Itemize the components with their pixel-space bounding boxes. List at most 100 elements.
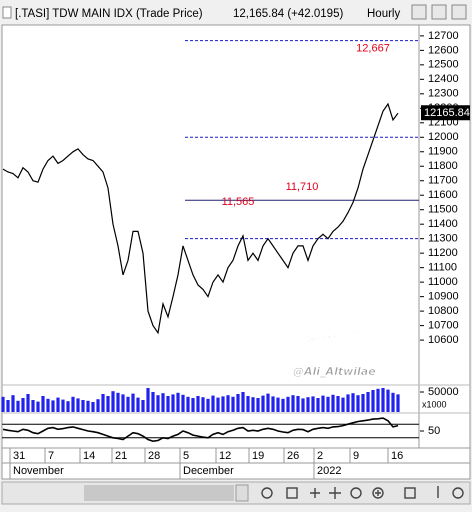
volume-bar bbox=[51, 400, 55, 412]
y-tick-label: 11700 bbox=[428, 175, 458, 187]
volume-bar bbox=[271, 396, 275, 412]
volume-bar bbox=[26, 394, 30, 412]
volume-bar bbox=[221, 396, 225, 412]
y-unit-label: x1000 bbox=[422, 399, 447, 409]
volume-bar bbox=[6, 400, 10, 412]
scroll-right[interactable] bbox=[235, 484, 249, 502]
y-tick-label: 12000 bbox=[428, 131, 459, 143]
y-tick-label: 50 bbox=[428, 425, 440, 437]
volume-bar bbox=[261, 395, 265, 412]
volume-bar bbox=[46, 398, 50, 412]
volume-bar bbox=[11, 395, 15, 412]
x-tick-label: 19 bbox=[252, 450, 264, 462]
restore-button[interactable] bbox=[431, 4, 447, 20]
y-tick-label: 12600 bbox=[428, 44, 459, 56]
volume-bar bbox=[326, 396, 330, 412]
volume-bar bbox=[251, 397, 255, 412]
y-tick-label: 10700 bbox=[428, 320, 459, 332]
y-tick-label: 50000 bbox=[428, 386, 459, 398]
x-tick-label: 28 bbox=[148, 450, 160, 462]
volume-bar bbox=[376, 388, 380, 412]
volume-bar bbox=[266, 393, 270, 412]
volume-bar bbox=[371, 390, 375, 412]
series-line bbox=[2, 102, 399, 335]
volume-bar bbox=[361, 394, 365, 412]
volume-bar bbox=[241, 392, 245, 412]
volume-bar bbox=[136, 397, 140, 412]
volume-bar bbox=[246, 396, 250, 412]
volume-bar bbox=[96, 399, 100, 412]
y-tick-label: 12100 bbox=[428, 117, 459, 129]
scrollbar-thumb[interactable] bbox=[84, 485, 234, 501]
volume-bar bbox=[296, 396, 300, 412]
volume-bar bbox=[381, 388, 385, 412]
volume-bar bbox=[31, 400, 35, 412]
volume-bar bbox=[21, 398, 25, 412]
volume-bar bbox=[366, 392, 370, 412]
volume-bar bbox=[86, 400, 90, 412]
x-tick-label: 12 bbox=[219, 450, 231, 462]
x-tick-label: 26 bbox=[287, 450, 299, 462]
last-price-box bbox=[421, 105, 470, 121]
close-button[interactable] bbox=[451, 4, 467, 20]
y-tick-label: 12500 bbox=[428, 59, 459, 71]
y-tick-label: 10900 bbox=[428, 291, 459, 303]
last-price-label: 12165.84 bbox=[424, 107, 470, 119]
volume-bar bbox=[91, 402, 95, 412]
quote: 12,165.84 (+42.0195) bbox=[233, 8, 343, 20]
volume-bar bbox=[351, 393, 355, 412]
volume-bar bbox=[386, 389, 390, 412]
y-tick-label: 10600 bbox=[428, 334, 459, 346]
volume-bar bbox=[126, 396, 130, 412]
symbol-title: [.TASI] TDW MAIN IDX (Trade Price) bbox=[15, 8, 203, 20]
volume-bar bbox=[286, 396, 290, 412]
volume-bar bbox=[116, 392, 120, 412]
menu-button[interactable] bbox=[411, 4, 427, 20]
toolbar-icons[interactable] bbox=[261, 486, 464, 499]
y-tick-label: 12300 bbox=[428, 88, 459, 100]
x-tick-label: 14 bbox=[83, 450, 95, 462]
month-label: November bbox=[13, 465, 64, 477]
volume-bar bbox=[56, 397, 60, 412]
volume-bar bbox=[81, 400, 85, 412]
volume-bar bbox=[151, 392, 155, 412]
x-tick-label: 31 bbox=[13, 450, 25, 462]
volume-bar bbox=[141, 400, 145, 412]
volume-bar bbox=[196, 396, 200, 412]
volume-bar bbox=[336, 396, 340, 412]
volume-bar bbox=[281, 398, 285, 412]
series-line bbox=[2, 417, 399, 443]
x-tick-label: 16 bbox=[391, 450, 403, 462]
volume-bar bbox=[311, 396, 315, 412]
volume-bar bbox=[41, 396, 45, 412]
y-tick-label: 10800 bbox=[428, 305, 459, 317]
volume-bar bbox=[316, 398, 320, 412]
volume-bar bbox=[301, 398, 305, 412]
volume-bar bbox=[16, 400, 20, 412]
volume-bar bbox=[1, 396, 5, 412]
volume-bar bbox=[391, 392, 395, 412]
y-tick-label: 11800 bbox=[428, 160, 458, 172]
volume-bar bbox=[101, 394, 105, 412]
volume-bar bbox=[71, 396, 75, 412]
symbol-dropdown[interactable] bbox=[2, 6, 12, 19]
volume-bar bbox=[226, 395, 230, 412]
y-tick-label: 11000 bbox=[428, 276, 458, 288]
volume-bar bbox=[231, 396, 235, 412]
volume-bar bbox=[166, 396, 170, 412]
y-tick-label: 11200 bbox=[428, 247, 458, 259]
x-tick-label: 21 bbox=[115, 450, 127, 462]
interval[interactable]: Hourly bbox=[367, 8, 400, 20]
y-tick-label: 12400 bbox=[428, 73, 459, 85]
month-label: 2022 bbox=[317, 465, 341, 477]
y-tick-label: 11600 bbox=[428, 189, 458, 201]
level-label: 12,667 bbox=[356, 43, 390, 55]
month-label: December bbox=[183, 465, 234, 477]
volume-bar bbox=[111, 391, 115, 412]
volume-bar bbox=[256, 398, 260, 412]
volume-bar bbox=[131, 393, 135, 412]
volume-bar bbox=[76, 398, 80, 412]
volume-bar bbox=[291, 395, 295, 412]
volume-bar bbox=[346, 394, 350, 412]
volume-bar bbox=[211, 395, 215, 412]
